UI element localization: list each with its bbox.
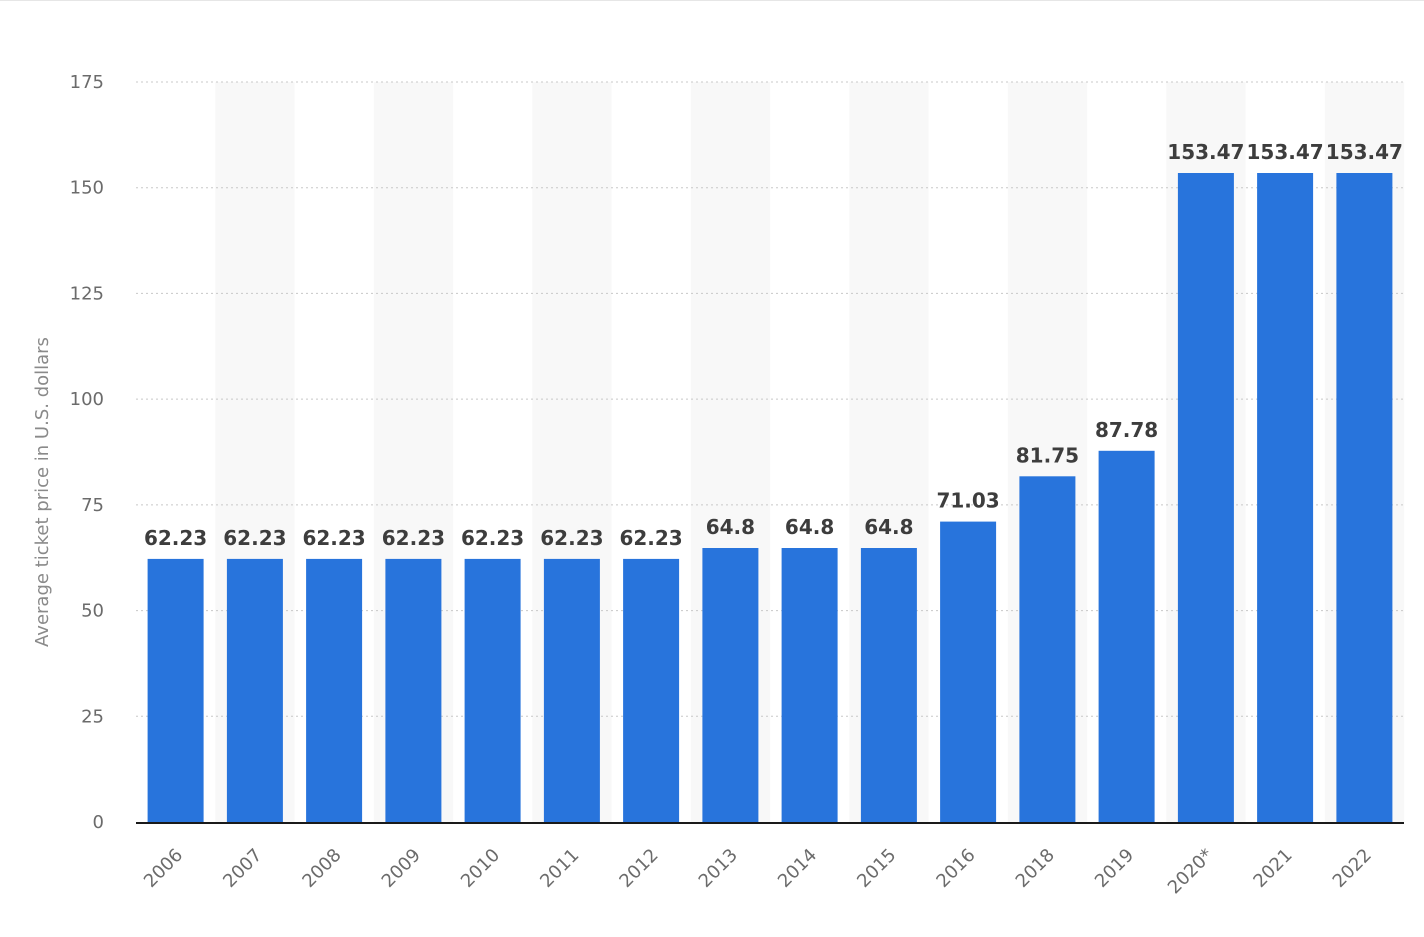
y-tick-label: 150 [70,178,104,199]
x-tick-label: 2021 [1249,845,1296,892]
bar[interactable] [781,548,838,822]
bar[interactable] [1177,173,1234,822]
y-tick-label: 50 [81,601,104,622]
x-tick-label: 2016 [932,845,979,892]
data-label: 153.47 [1247,140,1324,164]
x-tick-label: 2019 [1091,845,1138,892]
x-tick-label: 2013 [695,845,742,892]
bar[interactable] [623,558,680,822]
bar[interactable] [702,548,759,822]
x-tick-label: 2022 [1329,845,1376,892]
x-tick-label: 2020* [1164,845,1218,899]
y-tick-label: 75 [81,495,104,516]
data-label: 62.23 [223,526,286,550]
data-label: 62.23 [461,526,524,550]
x-axis-ticks: 2006 2007 2008 2009 2010 2011 2012 2013 2014 2015… [140,845,1376,899]
x-tick-label: 2006 [140,845,187,892]
data-label: 153.47 [1326,140,1403,164]
x-tick-label: 2012 [615,845,662,892]
data-label: 153.47 [1167,140,1244,164]
x-tick-label: 2009 [378,845,425,892]
x-tick-label: 2014 [774,845,821,892]
data-label: 62.23 [619,526,682,550]
x-tick-label: 2008 [298,845,345,892]
bar[interactable] [385,558,442,822]
x-tick-label: 2015 [853,845,900,892]
bar[interactable] [226,558,283,822]
bar[interactable] [1336,173,1393,822]
y-tick-label: 125 [70,283,104,304]
data-label: 64.8 [706,515,755,539]
y-axis-title: Average ticket price in U.S. dollars [32,337,53,647]
data-label: 62.23 [540,526,603,550]
y-tick-label: 0 [93,812,104,833]
bar[interactable] [1257,173,1314,822]
data-label: 62.23 [144,526,207,550]
bar[interactable] [860,548,917,822]
bar[interactable] [306,558,363,822]
data-label: 64.8 [785,515,834,539]
bar[interactable] [147,558,204,822]
y-axis-ticks: 0 25 50 75 100 125 150 175 [70,72,104,833]
x-tick-label: 2010 [457,845,504,892]
data-labels: 62.23 62.23 62.23 62.23 62.23 62.23 62.23 64.8 6… [144,140,1403,550]
data-label: 81.75 [1016,443,1079,467]
bar[interactable] [464,558,521,822]
bar[interactable] [543,558,600,822]
data-label: 62.23 [302,526,365,550]
bar[interactable] [940,521,997,822]
x-tick-label: 2007 [219,845,266,892]
data-label: 64.8 [864,515,913,539]
x-tick-label: 2011 [536,845,583,892]
data-label: 71.03 [936,489,999,513]
bar[interactable] [1019,476,1076,822]
y-tick-label: 25 [81,706,104,727]
y-tick-label: 175 [70,72,104,93]
bars [147,173,1393,822]
data-label: 62.23 [382,526,445,550]
x-tick-label: 2018 [1012,845,1059,892]
bar[interactable] [1098,450,1155,822]
data-label: 87.78 [1095,418,1158,442]
y-tick-label: 100 [70,389,104,410]
